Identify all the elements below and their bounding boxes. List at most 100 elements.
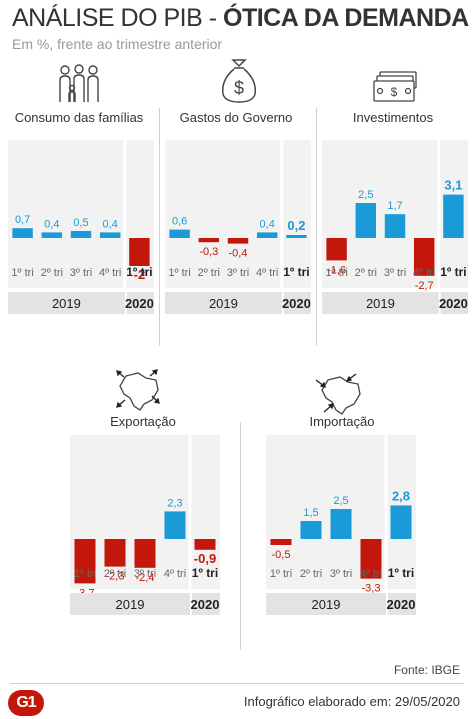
data-label: -0,4 [229, 248, 248, 260]
bar [390, 505, 412, 539]
year-band [192, 593, 220, 615]
tick-label: 3º tri [384, 267, 406, 279]
tick-label: 2º tri [41, 267, 63, 279]
bar [41, 232, 63, 238]
chart-importacao: -0,5 1º tri 1,5 2º tri 2,5 3º tri -3,3 4º tri 2,… [266, 435, 416, 641]
svg-text:$: $ [391, 85, 398, 99]
data-label: 1,5 [303, 507, 318, 519]
bar [134, 539, 156, 568]
data-label: 2,5 [333, 495, 348, 507]
year-band [322, 292, 439, 314]
banknotes-icon: $ [373, 71, 417, 102]
tick-label: 4º tri [256, 267, 278, 279]
data-label: -2,7 [415, 280, 434, 292]
export-map-icon [116, 369, 160, 411]
tick-label: 1º tri [270, 568, 292, 580]
tick-label: 1º tri [388, 566, 414, 580]
tick-label: 3º tri [70, 267, 92, 279]
data-label: -3,3 [362, 583, 381, 595]
data-label: 0,4 [103, 218, 118, 230]
tick-label: 1º tri [126, 265, 152, 279]
data-label: 2,5 [358, 189, 373, 201]
data-label: -1,6 [327, 264, 346, 276]
data-label: -0,3 [199, 246, 218, 258]
panel-title-governo: Gastos do Governo [179, 110, 293, 125]
tick-label: 2º tri [198, 267, 220, 279]
bar [99, 232, 121, 238]
panel-title-importacao: Importação [309, 414, 375, 429]
panel-title-investimentos: Investimentos [352, 110, 434, 125]
tick-label: 3º tri [134, 568, 156, 580]
tick-label: 4º tri [99, 267, 121, 279]
panel-title-consumo: Consumo das famílias [14, 110, 144, 125]
year-label: 2020 [191, 597, 220, 612]
credit-note: Infográfico elaborado em: 29/05/2020 [243, 694, 460, 709]
bar [270, 539, 292, 545]
bar [300, 521, 322, 539]
source-note: Fonte: IBGE [393, 663, 460, 677]
g1-logo: G1 [8, 690, 44, 716]
bar [198, 238, 220, 243]
tick-label: 4º tri [164, 568, 186, 580]
import-map-icon [315, 373, 361, 415]
bar [355, 203, 377, 238]
data-label: 0,4 [44, 218, 59, 230]
bar [443, 194, 464, 238]
year-band [388, 593, 416, 615]
data-label: -2 [134, 267, 146, 282]
title-bold: ÓTICA DA DEMANDA [223, 4, 469, 32]
footer-divider [10, 683, 464, 684]
bar [227, 238, 249, 244]
year-band [70, 593, 190, 615]
data-label: 2,8 [392, 488, 410, 503]
data-label: -2,4 [136, 572, 155, 584]
bar [286, 235, 307, 238]
bar [360, 539, 382, 579]
year-band [440, 292, 468, 314]
panel-title-exportacao: Exportação [110, 414, 176, 429]
tick-label: 4º tri [360, 568, 382, 580]
tick-label: 2º tri [104, 568, 126, 580]
data-label: 2,3 [167, 497, 182, 509]
year-band [8, 292, 125, 314]
bar [12, 228, 33, 238]
bar [256, 232, 278, 238]
year-label: 2019 [116, 597, 145, 612]
bar [164, 511, 186, 539]
year-band [126, 292, 154, 314]
year-band [165, 292, 282, 314]
tick-label: 1º tri [283, 265, 309, 279]
year-band [283, 292, 311, 314]
data-label: 3,1 [444, 178, 462, 193]
divider [240, 422, 241, 650]
tick-label: 1º tri [168, 267, 190, 279]
tick-label: 4º tri [413, 267, 435, 279]
year-band [266, 593, 386, 615]
year-label: 2020 [387, 597, 416, 612]
family-icon [59, 64, 99, 102]
bar [104, 539, 126, 567]
chart-gastos-governo: 0,6 1º tri -0,3 2º tri -0,4 3º tri 0,4 4º tri 0,… [165, 140, 311, 340]
tick-label: 1º tri [440, 265, 466, 279]
tick-label: 3º tri [227, 267, 249, 279]
bar [326, 238, 347, 261]
year-label: 2020 [439, 296, 468, 311]
bar [70, 231, 92, 238]
title-light: ANÁLISE DO PIB - [12, 4, 224, 32]
year-label: 2020 [125, 296, 154, 311]
tick-label: 2º tri [300, 568, 322, 580]
tick-label: 3º tri [330, 568, 352, 580]
bar [384, 214, 406, 238]
bar [74, 539, 96, 584]
year-label: 2019 [209, 296, 238, 311]
tick-label: 1º tri [325, 267, 347, 279]
bar [413, 238, 435, 276]
data-label: -0,9 [194, 551, 216, 566]
tick-label: 1º tri [74, 568, 96, 580]
data-label: -0,5 [272, 549, 291, 561]
data-label: 0,6 [172, 216, 187, 228]
bar [129, 238, 150, 266]
